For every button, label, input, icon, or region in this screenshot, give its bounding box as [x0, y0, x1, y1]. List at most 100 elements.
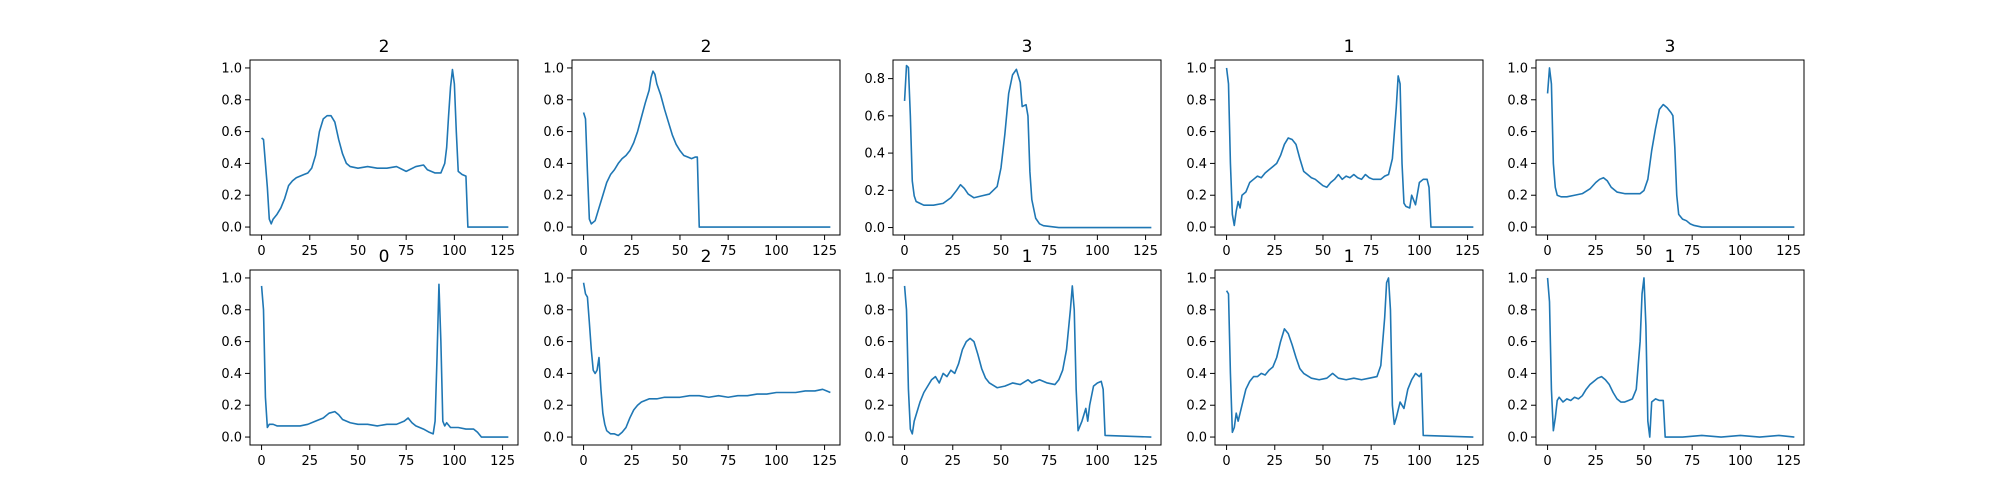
x-tick-label: 0	[900, 244, 908, 259]
y-tick-label: 0.6	[1507, 335, 1528, 350]
axes-frame	[249, 269, 519, 446]
x-tick-label: 0	[257, 244, 265, 259]
x-tick-label: 75	[720, 454, 737, 469]
x-tick-label: 0	[579, 244, 587, 259]
x-tick-label: 100	[1407, 454, 1432, 469]
axes-frame	[571, 59, 841, 236]
y-tick-label: 1.0	[864, 271, 885, 286]
x-tick-label: 75	[1041, 454, 1058, 469]
x-tick-label: 0	[1222, 244, 1230, 259]
y-tick-label: 0.0	[1186, 221, 1207, 236]
y-tick-label: 0.2	[221, 399, 242, 414]
x-tick-label: 75	[1684, 244, 1701, 259]
y-tick-label: 0.0	[864, 431, 885, 446]
x-tick-label: 50	[1636, 244, 1653, 259]
y-tick-label: 0.8	[1186, 93, 1207, 108]
subplot-10: 1 0 25 50 75 100 125 0.0 0.2 0.4 0.6 0.8 1.0	[1507, 247, 1805, 469]
x-tick-label: 0	[579, 454, 587, 469]
y-tick-label: 0.2	[864, 184, 885, 199]
y-tick-label: 0.2	[864, 399, 885, 414]
x-tick-label: 100	[1728, 244, 1753, 259]
y-tick-label: 0.4	[864, 367, 885, 382]
y-tick-label: 1.0	[221, 61, 242, 76]
x-tick-label: 75	[1041, 244, 1058, 259]
x-tick-label: 25	[301, 454, 318, 469]
axes-frame	[571, 269, 841, 446]
y-tick-label: 0.8	[543, 93, 564, 108]
subplot-title: 1	[1344, 37, 1355, 57]
subplot-title: 1	[1022, 247, 1033, 267]
x-tick-label: 50	[993, 454, 1010, 469]
y-tick-label: 1.0	[543, 271, 564, 286]
x-tick-label: 125	[1455, 454, 1480, 469]
y-tick-label: 0.0	[221, 431, 242, 446]
y-tick-label: 0.0	[543, 431, 564, 446]
y-tick-label: 0.8	[864, 303, 885, 318]
subplot-1: 2 0 25 50 75 100 125 0.0 0.2 0.4 0.6 0.8 1.0	[221, 37, 519, 259]
x-tick-label: 100	[764, 454, 789, 469]
subplot-title: 2	[379, 37, 390, 57]
x-tick-label: 125	[1133, 454, 1158, 469]
x-tick-label: 125	[490, 454, 515, 469]
series-line	[261, 68, 509, 228]
series-line	[1546, 67, 1795, 228]
x-tick-label: 75	[1684, 454, 1701, 469]
axes-frame	[1535, 269, 1805, 446]
y-tick-label: 0.6	[543, 335, 564, 350]
y-tick-label: 0.6	[864, 335, 885, 350]
x-tick-label: 25	[1587, 454, 1604, 469]
subplot-3: 3 0 25 50 75 100 125 0.0 0.2 0.4 0.6 0.8	[864, 37, 1162, 259]
subplot-2: 2 0 25 50 75 100 125 0.0 0.2 0.4 0.6 0.8 1.0	[543, 37, 841, 259]
series-line	[260, 283, 509, 438]
y-tick-label: 0.2	[543, 399, 564, 414]
x-tick-label: 100	[1407, 244, 1432, 259]
y-tick-label: 0.0	[221, 221, 242, 236]
x-tick-label: 100	[1085, 454, 1110, 469]
y-tick-label: 0.6	[1186, 125, 1207, 140]
series-line	[1225, 277, 1474, 438]
y-tick-label: 0.2	[1507, 189, 1528, 204]
subplot-title: 0	[379, 247, 390, 267]
x-tick-label: 50	[1315, 244, 1332, 259]
subplot-5: 3 0 25 50 75 100 125 0.0 0.2 0.4 0.6 0.8 1.0	[1507, 37, 1805, 259]
x-tick-label: 50	[1636, 454, 1653, 469]
y-tick-label: 0.6	[864, 109, 885, 124]
series-line	[1225, 67, 1474, 228]
axes-frame	[1535, 59, 1805, 236]
y-tick-label: 1.0	[1186, 61, 1207, 76]
x-tick-label: 0	[1543, 454, 1551, 469]
y-tick-label: 0.4	[543, 157, 564, 172]
x-tick-label: 25	[1587, 244, 1604, 259]
x-tick-label: 0	[1543, 244, 1551, 259]
x-tick-label: 125	[1455, 244, 1480, 259]
x-tick-label: 125	[812, 454, 837, 469]
x-tick-label: 25	[944, 244, 961, 259]
x-tick-label: 50	[350, 244, 367, 259]
y-tick-label: 0.4	[543, 367, 564, 382]
y-tick-label: 0.8	[221, 93, 242, 108]
series-line	[903, 64, 1152, 229]
y-tick-label: 0.4	[221, 157, 242, 172]
x-tick-label: 50	[993, 244, 1010, 259]
series-line	[1546, 277, 1795, 438]
x-tick-label: 100	[1728, 454, 1753, 469]
y-tick-label: 0.4	[1507, 157, 1528, 172]
y-tick-label: 1.0	[543, 61, 564, 76]
y-tick-label: 0.6	[1186, 335, 1207, 350]
x-tick-label: 125	[1133, 244, 1158, 259]
y-tick-label: 0.0	[1507, 431, 1528, 446]
y-tick-label: 0.8	[1186, 303, 1207, 318]
series-line	[903, 285, 1152, 438]
subplot-title: 1	[1344, 247, 1355, 267]
subplot-4: 1 0 25 50 75 100 125 0.0 0.2 0.4 0.6 0.8 1.0	[1186, 37, 1484, 259]
subplot-6: 0 0 25 50 75 100 125 0.0 0.2 0.4 0.6 0.8 1.0	[221, 247, 519, 469]
x-tick-label: 75	[398, 454, 415, 469]
y-tick-label: 0.4	[1186, 367, 1207, 382]
x-tick-label: 25	[301, 244, 318, 259]
y-tick-label: 0.2	[1507, 399, 1528, 414]
y-tick-label: 0.6	[1507, 125, 1528, 140]
y-tick-label: 0.0	[1186, 431, 1207, 446]
y-tick-label: 1.0	[1507, 271, 1528, 286]
y-tick-label: 0.4	[1186, 157, 1207, 172]
